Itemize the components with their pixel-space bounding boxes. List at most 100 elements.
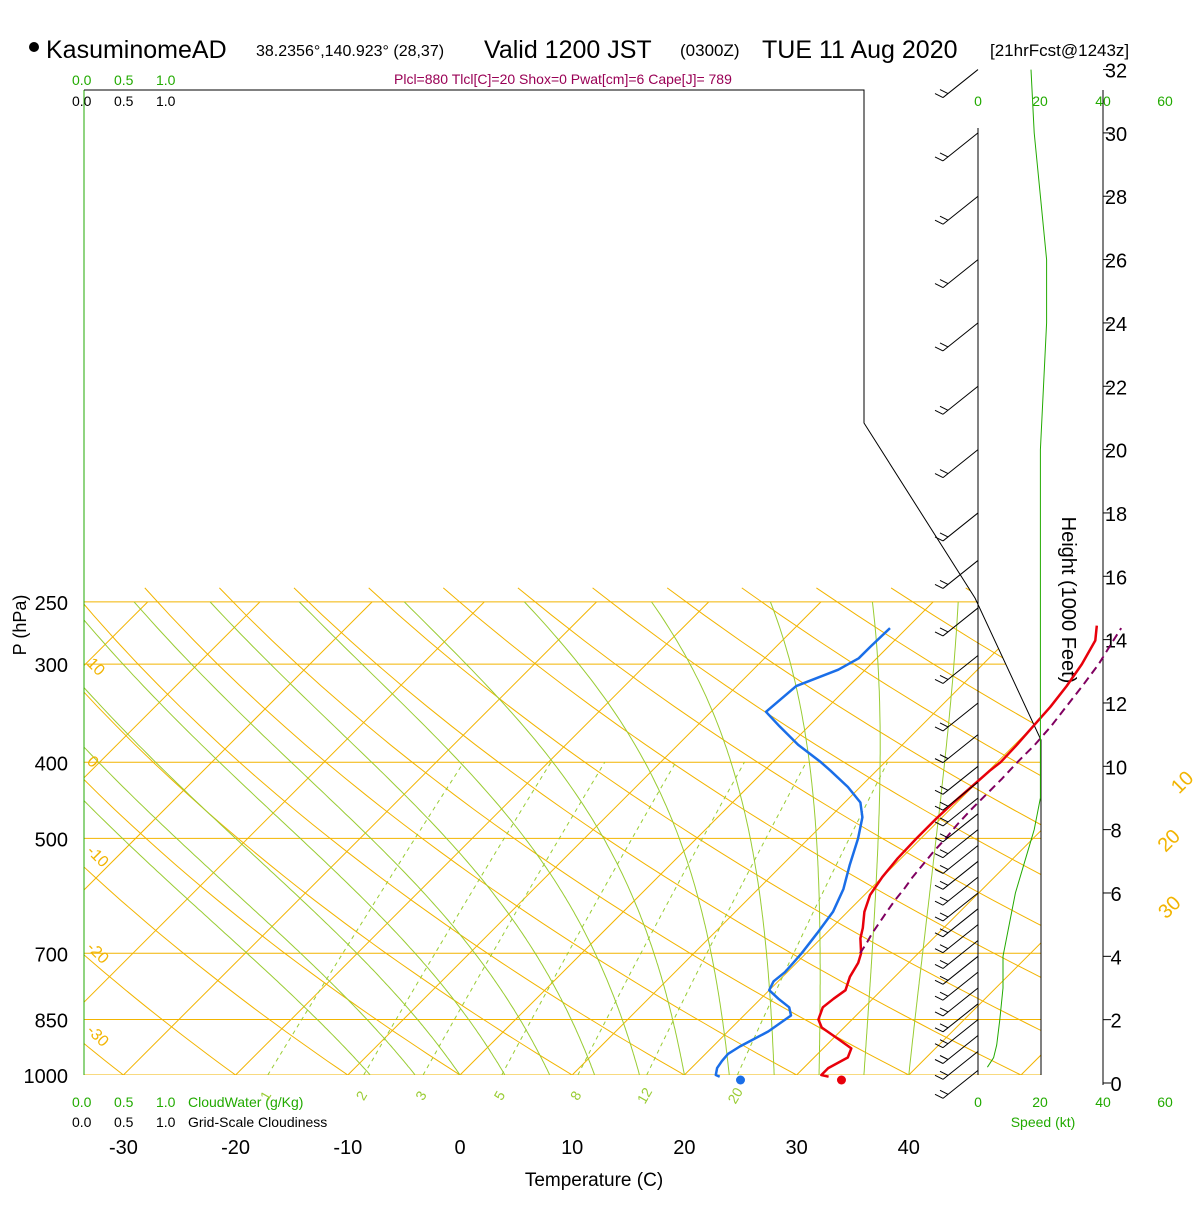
cloud-tick-bottom-black-0: 0.0 [72,1114,92,1130]
wind-barb-staff [943,877,978,905]
height-tick-label: 12 [1105,694,1127,716]
wind-barb [935,1020,978,1048]
wind-barb-flag [940,1090,948,1094]
wind-barb-flag [940,755,948,759]
wind-barb-staff [943,1035,978,1063]
isotherm-label: 10 [83,655,108,680]
wind-barb-flag [935,584,943,588]
cloud-tick-bottom-green-0: 0.0 [72,1094,92,1110]
wind-barb [935,798,978,826]
wind-barb-flag [935,1012,943,1016]
speed-tick-top: 60 [1157,93,1173,109]
mixing-ratio-line [737,762,887,1075]
x-axis-title: Temperature (C) [525,1170,663,1191]
temperature-tick-label: 10 [561,1137,583,1159]
cloud-tick-bottom-green-1: 0.5 [114,1094,134,1110]
indices-label: Plcl=880 Tlcl[C]=20 Shox=0 Pwat[cm]=6 Ca… [394,71,732,87]
parcel-line [860,628,1121,953]
mixing-ratio-line [578,762,745,1075]
wind-barb-flag [940,153,948,157]
wind-barb-flag [935,632,943,636]
wind-barb-staff [943,655,978,683]
wind-barb-staff [943,703,978,731]
cloud-tick-bottom-black-1: 0.5 [114,1114,134,1130]
wind-barb [935,877,978,905]
height-tick-label: 18 [1105,504,1127,526]
wind-barb-staff [943,766,978,794]
wind-barb-staff [943,323,978,351]
speed-tick-bottom: 40 [1095,1094,1111,1110]
height-tick-label: 28 [1105,187,1127,209]
theta-label: 20 [1154,825,1185,856]
wind-barb-flag [940,90,948,94]
wind-barb [935,513,978,541]
mixing-ratio-label: 5 [491,1088,509,1103]
theta-label: 30 [1154,892,1185,923]
wind-barb-flag [935,347,943,351]
plot-frame [84,90,1103,1085]
speed-tick-top: 0 [974,93,982,109]
temperature-tick-label: 0 [454,1137,465,1159]
wind-barb-staff [943,450,978,478]
cloud-tick-top-black-1: 0.5 [114,93,134,109]
height-tick-label: 32 [1105,61,1127,83]
gridscale-label: Grid-Scale Cloudiness [188,1114,327,1130]
height-tick-label: 10 [1105,757,1127,779]
wind-barb-flag [935,854,943,858]
cloud-tick-top-black-2: 1.0 [156,93,176,109]
temperature-tick-label: 30 [785,1137,807,1159]
wind-barb [935,909,978,937]
wind-barb-flag [935,1028,943,1032]
cloud-scale-bottom: 0.0 0.5 1.0 CloudWater (g/Kg) 0.0 0.5 1.… [72,1094,327,1130]
wind-barb-staff [943,893,978,921]
wind-barb-flag [940,580,948,584]
wind-barb-flag [935,157,943,161]
wind-barb-staff [943,196,978,224]
speed-tick-bottom: 20 [1032,1094,1048,1110]
isotherm-label: -20 [83,939,111,967]
wind-barb-staff [943,260,978,288]
wind-barb [935,703,978,731]
wind-barb-flag [940,1055,948,1059]
wind-barb [935,735,978,763]
forecast-label: [21hrFcst@1243z] [990,41,1129,60]
pressure-tick-label: 1000 [24,1066,69,1088]
wind-barb [935,560,978,588]
date-label: TUE 11 Aug 2020 [762,36,958,64]
height-tick-label: 8 [1110,821,1121,843]
wind-barb-flag [935,94,943,98]
sounding-series [716,626,1121,1085]
y-axis-title: P (hPa) [10,595,30,656]
pressure-tick-label: 500 [35,829,68,851]
station-bullet-icon [29,42,39,52]
wind-barb-flag [935,869,943,873]
cloud-tick-top-green-1: 0.5 [114,72,134,88]
wind-barb-flag [935,410,943,414]
speed-tick-top: 40 [1095,93,1111,109]
wind-barb-staff [943,386,978,414]
wind-barb-staff [943,845,978,873]
wind-barb-flag [940,881,948,885]
wind-barb-staff [943,940,978,968]
wind-barb-flag [940,343,948,347]
cloudwater-label: CloudWater (g/Kg) [188,1094,303,1110]
pressure-tick-label: 700 [35,944,68,966]
cloud-tick-top-green-2: 1.0 [156,72,176,88]
wind-barb-flag [940,960,948,964]
wind-barb-flag [935,284,943,288]
mixing-ratio-line [502,762,676,1075]
dewpoint-line [716,628,890,1077]
temperature-tick-label: 20 [673,1137,695,1159]
station-name: KasuminomeAD [46,36,227,64]
wind-barb-flag [935,901,943,905]
height-tick-label: 26 [1105,251,1127,273]
wind-barb [935,1035,978,1063]
wind-barb [935,940,978,968]
height-tick-label: 16 [1105,567,1127,589]
cloud-tick-bottom-black-2: 1.0 [156,1114,176,1130]
wind-barb-flag [935,885,943,889]
speed-tick-bottom: 60 [1157,1094,1173,1110]
wind-barb-flag [935,220,943,224]
height-tick-label: 2 [1110,1011,1121,1033]
